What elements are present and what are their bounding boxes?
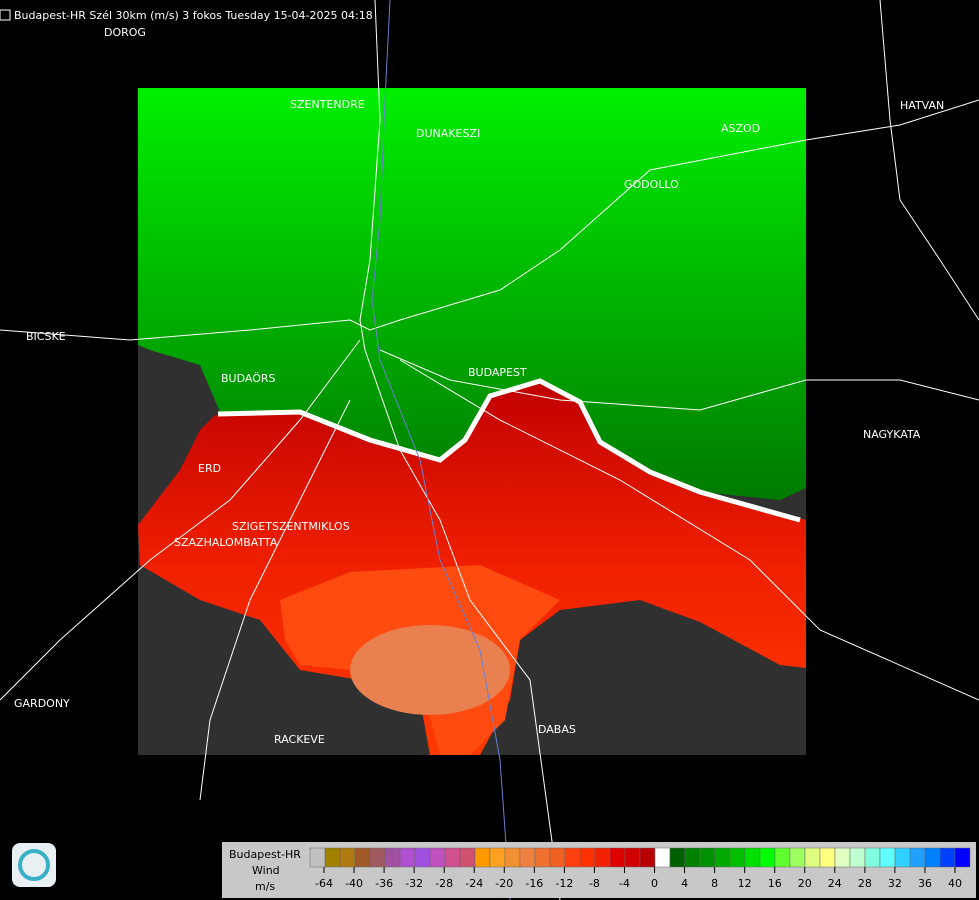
legend-swatch [864, 847, 881, 868]
legend-swatch [459, 847, 476, 868]
city-label: RACKEVE [274, 733, 325, 746]
legend-tick-label: -40 [345, 877, 363, 890]
legend-swatch [324, 847, 341, 868]
legend-swatch [954, 847, 971, 868]
legend-swatch [609, 847, 626, 868]
legend-tick-label: -8 [589, 877, 600, 890]
legend-tick-label: 16 [768, 877, 782, 890]
legend-label: Budapest-HR [229, 848, 301, 861]
legend-swatch [849, 847, 866, 868]
legend-tick-label: -24 [465, 877, 483, 890]
legend-swatch [669, 847, 686, 868]
legend-label: m/s [255, 880, 275, 893]
city-label: ERD [198, 462, 221, 475]
legend-swatch [594, 847, 611, 868]
legend-tick-label: -20 [495, 877, 513, 890]
legend-swatch [564, 847, 581, 868]
legend-tick-label: -36 [375, 877, 393, 890]
legend-swatch [579, 847, 596, 868]
city-label: DUNAKESZI [416, 127, 480, 140]
legend-swatch [309, 847, 326, 868]
title: Budapest-HR Szél 30km (m/s) 3 fokos Tues… [14, 9, 373, 22]
city-label: BUDAÖRS [221, 372, 276, 385]
legend-swatch [804, 847, 821, 868]
title-icon [0, 9, 11, 21]
city-label: BICSKE [26, 330, 66, 343]
legend-swatch [399, 847, 416, 868]
legend-swatch [879, 847, 896, 868]
city-label: DOROG [104, 26, 146, 39]
legend-tick-label: -4 [619, 877, 630, 890]
legend-swatch [834, 847, 851, 868]
legend-tick-label: -16 [525, 877, 543, 890]
city-label: NAGYKATA [863, 428, 921, 441]
legend-swatch [639, 847, 656, 868]
fold-line [217, 378, 801, 523]
city-label: SZENTENDRE [290, 98, 365, 111]
legend-label: Wind [252, 864, 280, 877]
legend-swatch [939, 847, 956, 868]
legend-swatch [549, 847, 566, 868]
city-label: SZAZHALOMBATTA [174, 536, 278, 549]
legend-swatch [504, 847, 521, 868]
legend-tick-label: 24 [828, 877, 842, 890]
legend-swatch [429, 847, 446, 868]
legend-tick-label: -28 [435, 877, 453, 890]
legend-swatch [759, 847, 776, 868]
legend-swatch [894, 847, 911, 868]
legend-swatch [744, 847, 761, 868]
legend-tick-label: 12 [738, 877, 752, 890]
legend-swatch [699, 847, 716, 868]
legend-swatch [444, 847, 461, 868]
city-label: GARDONY [14, 697, 70, 710]
city-label: BUDAPEST [468, 366, 527, 379]
city-label: GODOLLO [624, 178, 679, 191]
legend-swatch [654, 847, 671, 868]
legend-swatch [714, 847, 731, 868]
legend-swatch [789, 847, 806, 868]
legend-swatch [474, 847, 491, 868]
city-label: SZIGETSZENTMIKLOS [232, 520, 350, 533]
legend-tick-label: 20 [798, 877, 812, 890]
legend-tick-label: -12 [555, 877, 573, 890]
legend-swatch [414, 847, 431, 868]
logo [12, 843, 56, 887]
legend-swatch [354, 847, 371, 868]
legend-tick-label: 36 [918, 877, 932, 890]
legend-tick-label: 0 [651, 877, 658, 890]
legend-swatch [909, 847, 926, 868]
legend-swatch [519, 847, 536, 868]
legend-swatch [819, 847, 836, 868]
legend-swatch [684, 847, 701, 868]
legend-swatch [489, 847, 506, 868]
legend-tick-label: 8 [711, 877, 718, 890]
city-label: HATVAN [900, 99, 944, 112]
city-label: ASZOD [721, 122, 760, 135]
legend-swatch [729, 847, 746, 868]
legend-tick-label: 28 [858, 877, 872, 890]
legend-swatch [624, 847, 641, 868]
green-echo [138, 88, 806, 500]
legend-swatch [384, 847, 401, 868]
legend-swatch [924, 847, 941, 868]
light-echo [350, 625, 510, 715]
legend-tick-label: 40 [948, 877, 962, 890]
legend-swatch [534, 847, 551, 868]
legend-tick-label: 32 [888, 877, 902, 890]
legend-tick-label: -32 [405, 877, 423, 890]
legend-tick-label: -64 [315, 877, 333, 890]
legend-swatch [339, 847, 356, 868]
legend-tick-label: 4 [681, 877, 688, 890]
city-label: DABAS [538, 723, 576, 736]
legend-swatch [369, 847, 386, 868]
legend-swatch [774, 847, 791, 868]
